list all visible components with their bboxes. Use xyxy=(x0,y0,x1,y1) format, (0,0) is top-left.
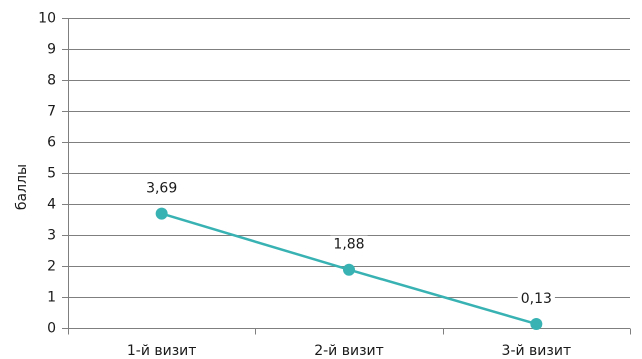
y-tick-label: 7 xyxy=(47,104,56,120)
data-point xyxy=(155,207,168,220)
data-point xyxy=(530,317,543,330)
y-tick-label: 2 xyxy=(47,259,56,275)
axes xyxy=(62,18,631,335)
data-label-background xyxy=(517,289,555,308)
data-label: 1,88 xyxy=(333,237,364,253)
y-tick-label: 3 xyxy=(47,228,56,244)
x-tick-label: 2-й визит xyxy=(314,343,384,359)
y-tick-label: 6 xyxy=(47,135,56,151)
data-label-background xyxy=(330,235,368,254)
y-tick-label: 4 xyxy=(47,197,56,213)
x-tick-label: 1-й визит xyxy=(127,343,197,359)
y-tick-label: 0 xyxy=(47,321,56,337)
y-axis-title: баллы xyxy=(14,164,30,210)
series-1 xyxy=(155,207,543,330)
y-tick-label: 10 xyxy=(38,11,56,27)
y-tick-labels: 0 1 2 3 4 5 6 7 8 9 10 xyxy=(38,11,56,337)
data-label: 3,69 xyxy=(146,181,177,197)
y-tick-label: 9 xyxy=(47,42,56,58)
data-point xyxy=(343,263,355,276)
gridlines xyxy=(68,18,630,298)
data-label: 0,13 xyxy=(521,291,552,307)
x-tick-label: 3-й визит xyxy=(502,343,572,359)
y-tick-label: 8 xyxy=(47,73,56,89)
y-tick-label: 5 xyxy=(47,166,56,182)
y-tick-label: 1 xyxy=(47,290,56,306)
x-tick-labels: 1-й визит 2-й визит 3-й визит xyxy=(127,343,571,359)
data-labels: 3,69 1,88 0,13 xyxy=(143,179,555,308)
data-label-background xyxy=(143,179,181,198)
